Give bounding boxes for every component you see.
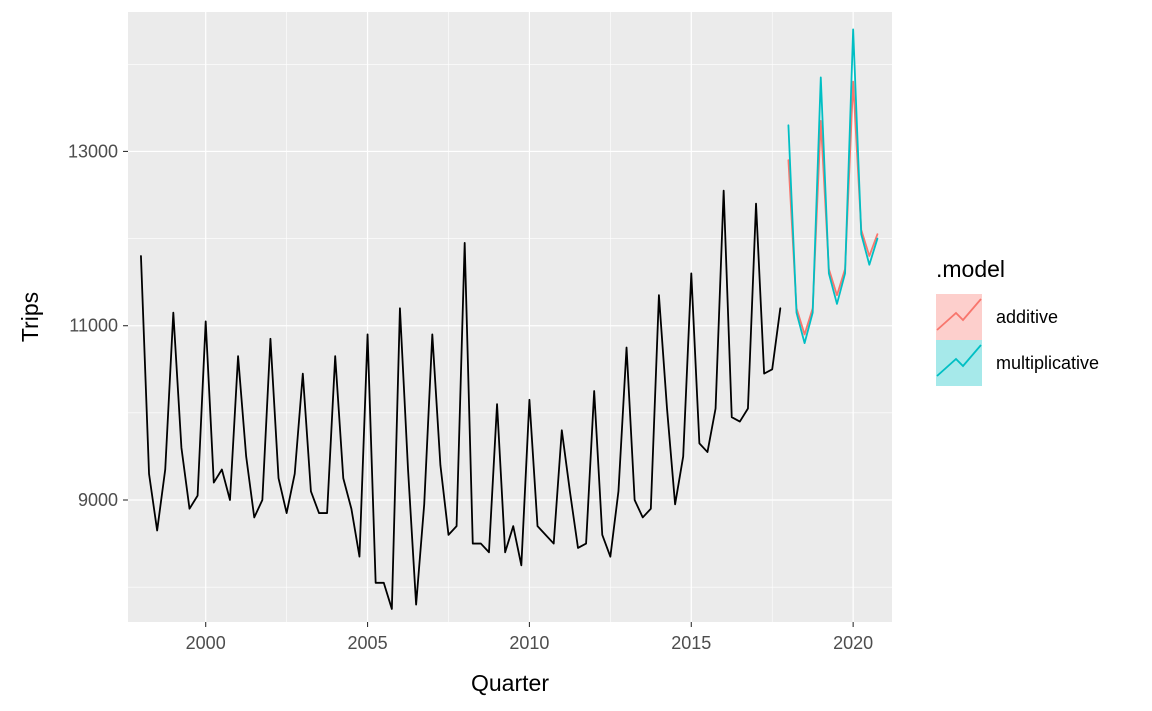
x-axis-title: Quarter bbox=[471, 670, 549, 696]
legend-key-line-multiplicative bbox=[936, 344, 982, 377]
series-lines bbox=[140, 28, 879, 610]
y-axis-title: Trips bbox=[17, 292, 43, 342]
y-tick-label: 13000 bbox=[68, 141, 118, 161]
legend-label-multiplicative: multiplicative bbox=[996, 353, 1099, 373]
legend-title: .model bbox=[936, 256, 1005, 282]
x-tick-label: 2010 bbox=[509, 633, 549, 653]
legend-keys: additive multiplicative bbox=[936, 294, 1099, 386]
major-gridlines bbox=[128, 12, 892, 622]
series-line-additive bbox=[787, 80, 879, 336]
y-tick-labels: 9000 11000 13000 bbox=[68, 141, 118, 510]
legend-key-line-additive bbox=[936, 298, 982, 331]
minor-gridlines bbox=[128, 12, 892, 622]
plot-panel bbox=[128, 12, 892, 622]
y-tick-label: 11000 bbox=[69, 316, 118, 336]
axis-ticks bbox=[123, 150, 854, 627]
x-tick-label: 2015 bbox=[671, 633, 711, 653]
x-tick-label: 2000 bbox=[186, 633, 226, 653]
x-tick-label: 2020 bbox=[833, 633, 873, 653]
legend-label-additive: additive bbox=[996, 307, 1058, 327]
x-tick-label: 2005 bbox=[348, 633, 388, 653]
y-tick-label: 9000 bbox=[78, 490, 118, 510]
x-tick-labels: 2000 2005 2010 2015 2020 bbox=[186, 633, 874, 653]
legend: .model additive multiplicative bbox=[936, 256, 1099, 386]
series-line-multiplicative bbox=[787, 28, 879, 345]
series-line-observed bbox=[140, 189, 782, 610]
